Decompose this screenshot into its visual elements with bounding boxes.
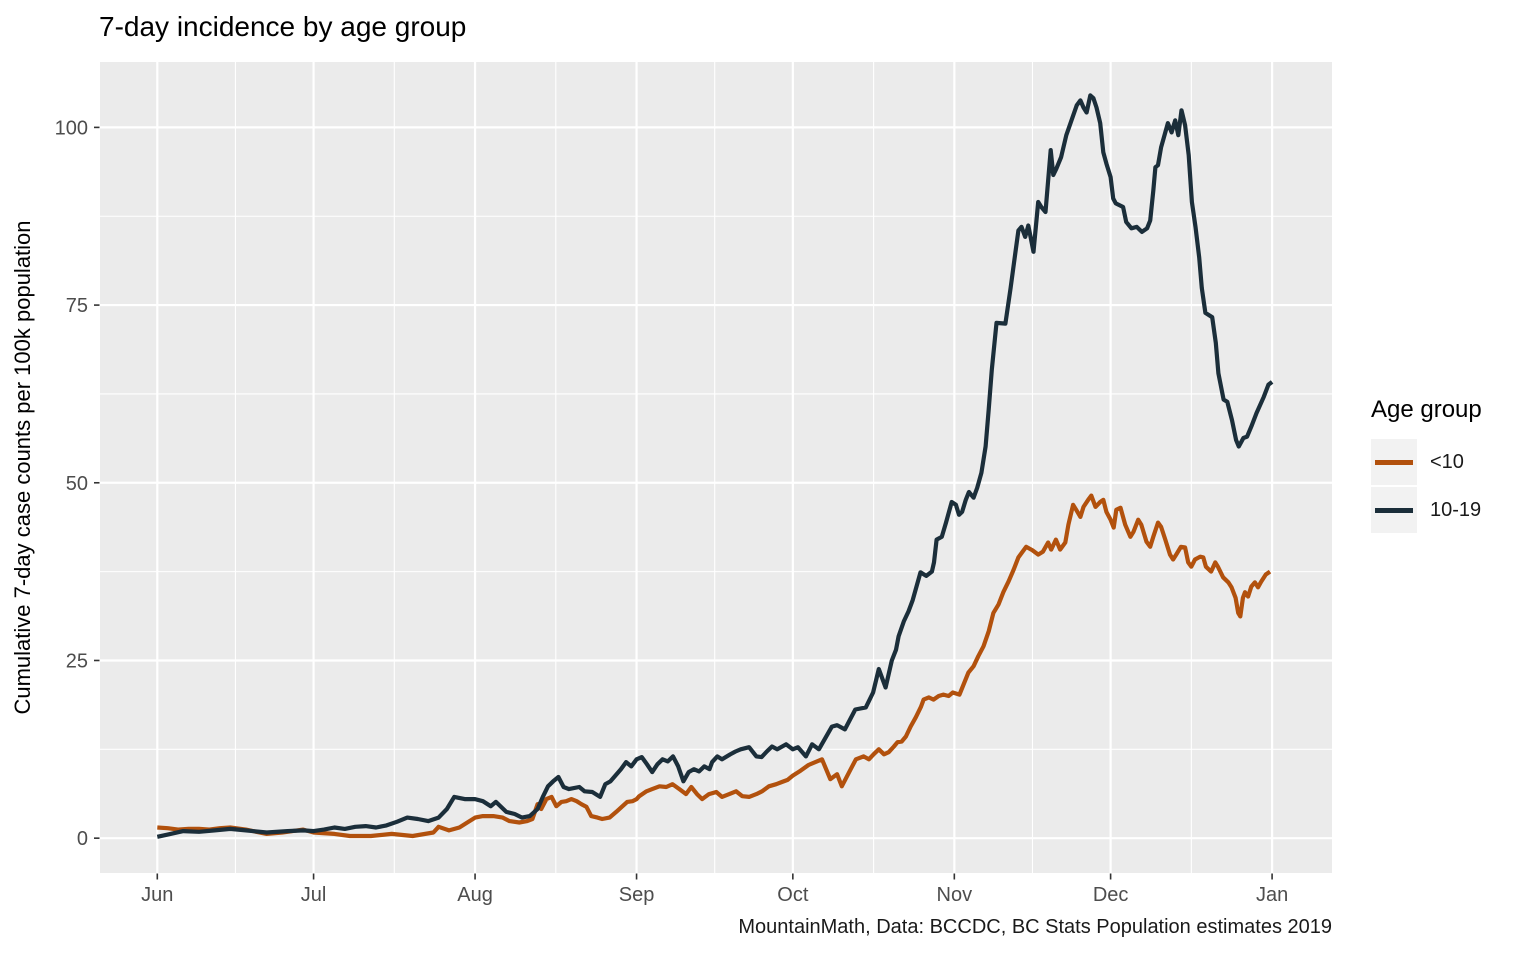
x-tick-label: Aug [457,884,493,906]
series-line-<10 [157,493,1272,839]
legend-title: Age group [1371,396,1482,423]
chart-title: 7-day incidence by age group [99,11,467,42]
panel-background [100,62,1332,873]
x-tick-label: Dec [1093,884,1129,906]
x-tick-label: Sep [619,884,655,906]
x-tick-label: Jan [1256,884,1288,906]
y-axis-title: Cumulative 7-day case counts per 100k po… [10,220,35,715]
y-tick-label: 25 [66,650,88,672]
legend-key-swatch [1371,487,1417,533]
legend: Age group <10 10-19 [1371,396,1482,535]
x-tick-label: Nov [937,884,973,906]
y-axis-labels: 0 25 50 75 100 [55,117,88,850]
legend-keys: <10 10-19 [1371,439,1482,533]
legend-key-label: <10 [1430,450,1464,473]
x-tick-label: Oct [777,884,809,906]
y-tick-label: 50 [66,473,88,495]
x-axis-labels: Jun Jul Aug Sep Oct Nov Dec Jan [141,884,1288,906]
x-tick-label: Jul [301,884,327,906]
y-tick-label: 100 [55,117,88,139]
caption: MountainMath, Data: BCCDC, BC Stats Popu… [738,916,1332,938]
y-tick-label: 75 [66,295,88,317]
legend-item: 10-19 [1371,487,1482,533]
legend-key-line [1375,507,1413,513]
legend-key-swatch [1371,439,1417,485]
legend-item: <10 [1371,439,1482,485]
x-tick-label: Jun [141,884,173,906]
series-line-10-19 [156,93,1274,839]
minor-gridlines [100,62,1332,873]
legend-key-label: 10-19 [1430,498,1482,521]
axis-ticks [94,126,1273,880]
legend-key-line [1375,459,1413,465]
major-gridlines [100,62,1332,873]
y-tick-label: 0 [77,828,88,850]
